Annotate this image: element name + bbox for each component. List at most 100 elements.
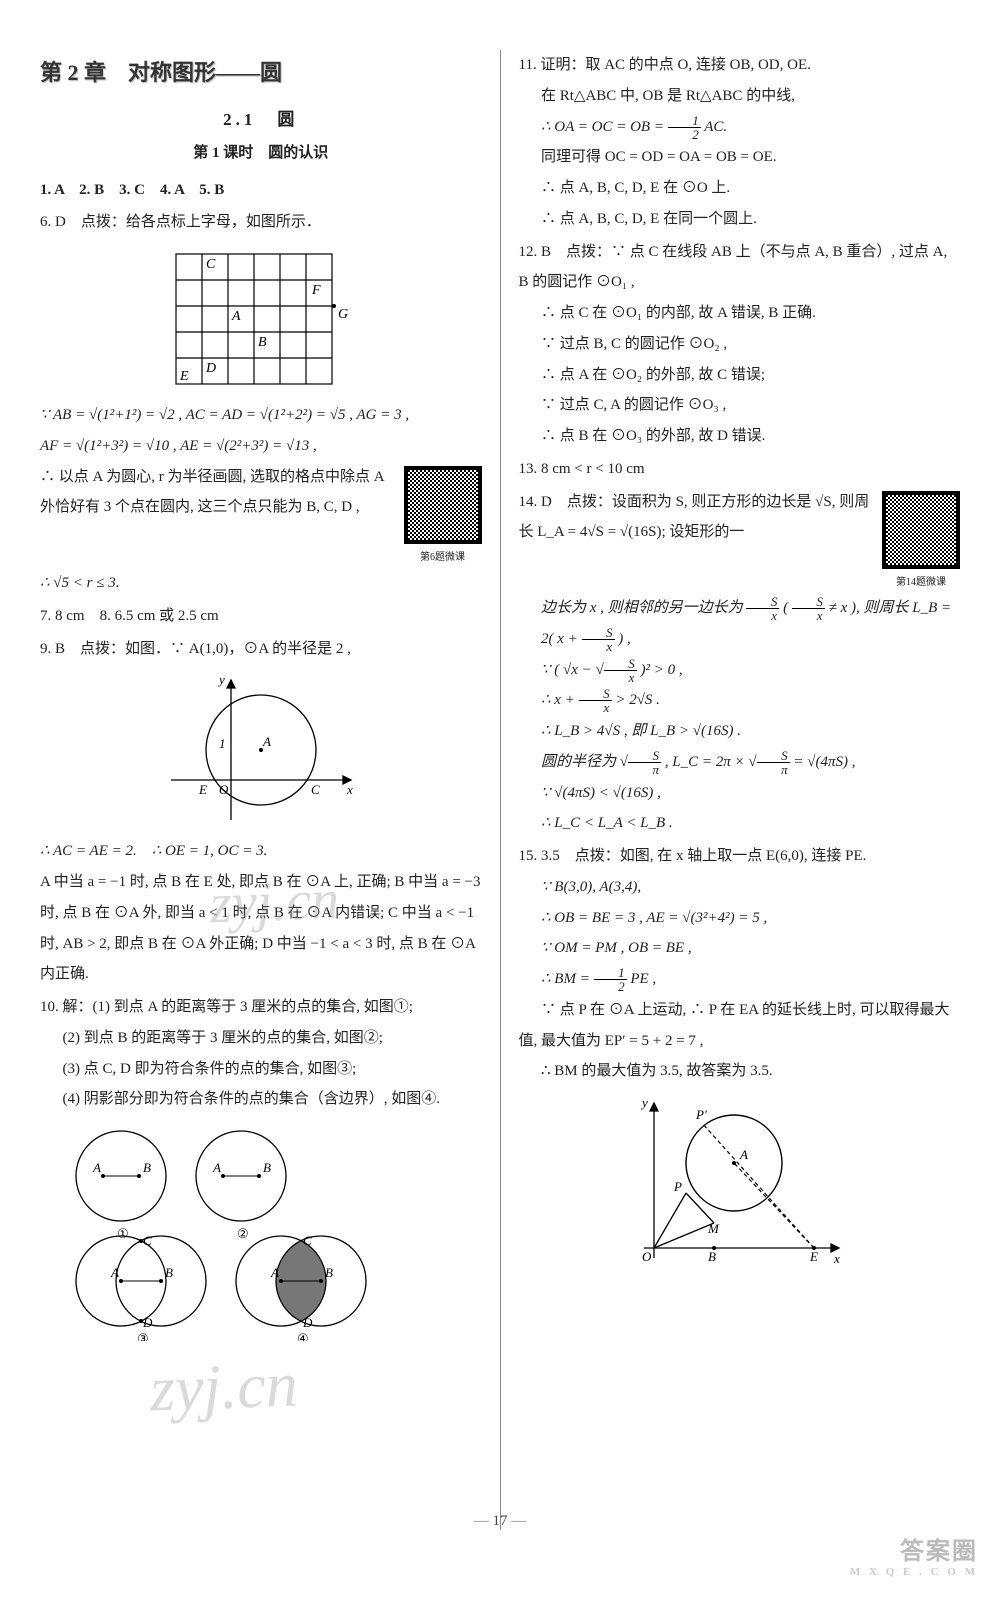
svg-text:C: C — [206, 257, 216, 272]
q11-head: 11. 证明：取 AC 的中点 O, 连接 OB, OD, OE. — [519, 50, 961, 81]
q14-qr-caption: 第14题微课 — [882, 573, 960, 594]
q14-l1: 边长为 x , 则相邻的另一边长为 Sx ( Sx ≠ x ), 则周长 L_B… — [519, 593, 961, 624]
svg-text:B: B — [258, 335, 267, 350]
right-column: 11. 证明：取 AC 的中点 O, 连接 OB, OD, OE. 在 Rt△A… — [500, 50, 961, 1530]
svg-text:E: E — [179, 369, 189, 384]
svg-text:D: D — [205, 361, 216, 376]
q14-l8: ∴ L_C < L_A < L_B . — [519, 808, 961, 839]
q15-l1: ∵ B(3,0), A(3,4), — [519, 872, 961, 903]
svg-text:B: B — [165, 1265, 173, 1280]
svg-text:D: D — [142, 1315, 153, 1330]
q15-l6: ∴ BM 的最大值为 3.5, 故答案为 3.5. — [519, 1056, 961, 1087]
q12-l5: ∴ 点 B 在 ⊙O₃ 的外部, 故 D 错误. — [519, 421, 961, 452]
svg-text:B: B — [708, 1249, 716, 1264]
q14-l2: 2( x + Sx ) , — [519, 624, 961, 655]
svg-text:③: ③ — [137, 1331, 149, 1341]
q12-l4: ∵ 过点 C, A 的圆记作 ⊙O₃ , — [519, 390, 961, 421]
q10-figure: A B ① A B ② — [40, 1121, 482, 1341]
q11-l4: ∴ 点 A, B, C, D, E 在 ⊙O 上. — [519, 173, 961, 204]
svg-text:①: ① — [117, 1226, 129, 1241]
q10-l4: (4) 阴影部分即为符合条件的点的集合（含边界）, 如图④. — [40, 1084, 482, 1115]
svg-text:O: O — [219, 782, 229, 797]
q12-l2: ∵ 过点 B, C 的圆记作 ⊙O₂ , — [519, 329, 961, 360]
q12-l3: ∴ 点 A 在 ⊙O₂ 的外部, 故 C 错误; — [519, 360, 961, 391]
q11-l5: ∴ 点 A, B, C, D, E 在同一个圆上. — [519, 204, 961, 235]
svg-text:A: A — [110, 1265, 119, 1280]
svg-text:②: ② — [237, 1226, 249, 1241]
svg-text:E: E — [809, 1249, 818, 1264]
svg-text:A: A — [739, 1147, 748, 1162]
q11-l3: 同理可得 OC = OD = OA = OB = OE. — [519, 142, 961, 173]
svg-text:P′: P′ — [695, 1107, 707, 1122]
svg-text:y: y — [217, 672, 225, 687]
q6: 6. D 点拨：给各点标上字母，如图所示． C F — [40, 207, 482, 599]
q15-head: 15. 3.5 点拨：如图, 在 x 轴上取一点 E(6,0), 连接 PE. — [519, 841, 961, 872]
q15-figure: Oxy BE AP′ PM — [519, 1093, 961, 1268]
svg-text:F: F — [311, 283, 321, 298]
q14-l4: ∴ x + Sx > 2√S . — [519, 685, 961, 716]
q11-l1: 在 Rt△ABC 中, OB 是 Rt△ABC 的中线, — [519, 81, 961, 112]
page-number: — 17 — — [0, 1513, 1000, 1530]
svg-text:C: C — [311, 782, 320, 797]
q10: 10. 解：(1) 到点 A 的距离等于 3 厘米的点的集合, 如图①; (2)… — [40, 992, 482, 1341]
site-logo: 答案圈M X Q E . C O M — [850, 1531, 978, 1578]
answers-1-5: 1. A 2. B 3. C 4. A 5. B — [40, 175, 482, 206]
qr-icon — [882, 491, 960, 569]
svg-text:x: x — [833, 1251, 840, 1266]
q15: 15. 3.5 点拨：如图, 在 x 轴上取一点 E(6,0), 连接 PE. … — [519, 841, 961, 1268]
q9-head: 9. B 点拨：如图．∵ A(1,0)，⊙A 的半径是 2 , — [40, 634, 482, 665]
svg-text:B: B — [263, 1160, 271, 1175]
q10-head: 10. 解：(1) 到点 A 的距离等于 3 厘米的点的集合, 如图①; — [40, 992, 482, 1023]
q6-l1: ∵ AB = √(1²+1²) = √2 , AC = AD = √(1²+2²… — [40, 400, 482, 431]
q9-figure: x y O A 1 E C — [40, 670, 482, 830]
svg-text:P: P — [673, 1179, 682, 1194]
q10-l2: (2) 到点 B 的距离等于 3 厘米的点的集合, 如图②; — [40, 1023, 482, 1054]
q14: 14. D 点拨：设面积为 S, 则正方形的边长是 √S, 则周长 L_A = … — [519, 487, 961, 840]
q6-l2: AF = √(1²+3²) = √10 , AE = √(2²+3²) = √1… — [40, 431, 482, 462]
q14-l7: ∵ √(4πS) < √(16S) , — [519, 778, 961, 809]
svg-text:C: C — [143, 1233, 152, 1248]
svg-text:A: A — [270, 1265, 279, 1280]
q13: 13. 8 cm < r < 10 cm — [519, 454, 961, 485]
svg-text:x: x — [346, 782, 353, 797]
q11: 11. 证明：取 AC 的中点 O, 连接 OB, OD, OE. 在 Rt△A… — [519, 50, 961, 235]
q11-l2: ∴ OA = OC = OB = 12 AC. — [519, 112, 961, 143]
q9-l1: ∴ AC = AE = 2. ∴ OE = 1, OC = 3. — [40, 836, 482, 867]
q14-l6: 圆的半径为 √Sπ , L_C = 2π × √Sπ = √(4πS) , — [519, 747, 961, 778]
svg-text:O: O — [642, 1249, 652, 1264]
q6-l4: ∴ √5 < r ≤ 3. — [40, 568, 482, 599]
svg-text:G: G — [338, 307, 348, 322]
svg-text:B: B — [325, 1265, 333, 1280]
section-title: 2.1 圆 — [40, 103, 482, 138]
svg-text:E: E — [198, 782, 207, 797]
q12-head: 12. B 点拨：∵ 点 C 在线段 AB 上（不与点 A, B 重合）, 过点… — [519, 237, 961, 299]
svg-text:A: A — [231, 309, 241, 324]
chapter-title: 第 2 章 对称图形——圆 — [40, 50, 482, 95]
subsection-title: 第 1 课时 圆的认识 — [40, 138, 482, 169]
q15-l4: ∴ BM = 12 PE , — [519, 964, 961, 995]
q12-l1: ∴ 点 C 在 ⊙O₁ 的内部, 故 A 错误, B 正确. — [519, 298, 961, 329]
svg-text:D: D — [302, 1315, 313, 1330]
q10-l3: (3) 点 C, D 即为符合条件的点的集合, 如图③; — [40, 1054, 482, 1085]
svg-text:A: A — [262, 734, 271, 749]
q6-head: 6. D 点拨：给各点标上字母，如图所示． — [40, 207, 482, 238]
q7-8: 7. 8 cm 8. 6.5 cm 或 2.5 cm — [40, 601, 482, 632]
left-column: 第 2 章 对称图形——圆 2.1 圆 第 1 课时 圆的认识 1. A 2. … — [40, 50, 500, 1530]
svg-text:A: A — [92, 1160, 101, 1175]
svg-text:④: ④ — [297, 1331, 309, 1341]
q14-l3: ∵ ( √x − √Sx )² > 0 , — [519, 655, 961, 686]
svg-text:y: y — [640, 1095, 648, 1110]
q9: 9. B 点拨：如图．∵ A(1,0)，⊙A 的半径是 2 , x y O A 1 — [40, 634, 482, 991]
svg-text:B: B — [143, 1160, 151, 1175]
q15-l3: ∵ OM = PM , OB = BE , — [519, 933, 961, 964]
grid-svg: C F G A B D E — [166, 244, 356, 394]
q15-l5: ∵ 点 P 在 ⊙A 上运动, ∴ P 在 EA 的延长线上时, 可以取得最大值… — [519, 995, 961, 1057]
q6-grid-figure: C F G A B D E — [40, 244, 482, 394]
svg-text:C: C — [303, 1233, 312, 1248]
svg-text:A: A — [212, 1160, 221, 1175]
q15-l2: ∴ OB = BE = 3 , AE = √(3²+4²) = 5 , — [519, 903, 961, 934]
q9-l2: A 中当 a = −1 时, 点 B 在 E 处, 即点 B 在 ⊙A 上, 正… — [40, 867, 482, 990]
q12: 12. B 点拨：∵ 点 C 在线段 AB 上（不与点 A, B 重合）, 过点… — [519, 237, 961, 452]
qr-icon — [404, 466, 482, 544]
svg-text:1: 1 — [219, 736, 226, 751]
